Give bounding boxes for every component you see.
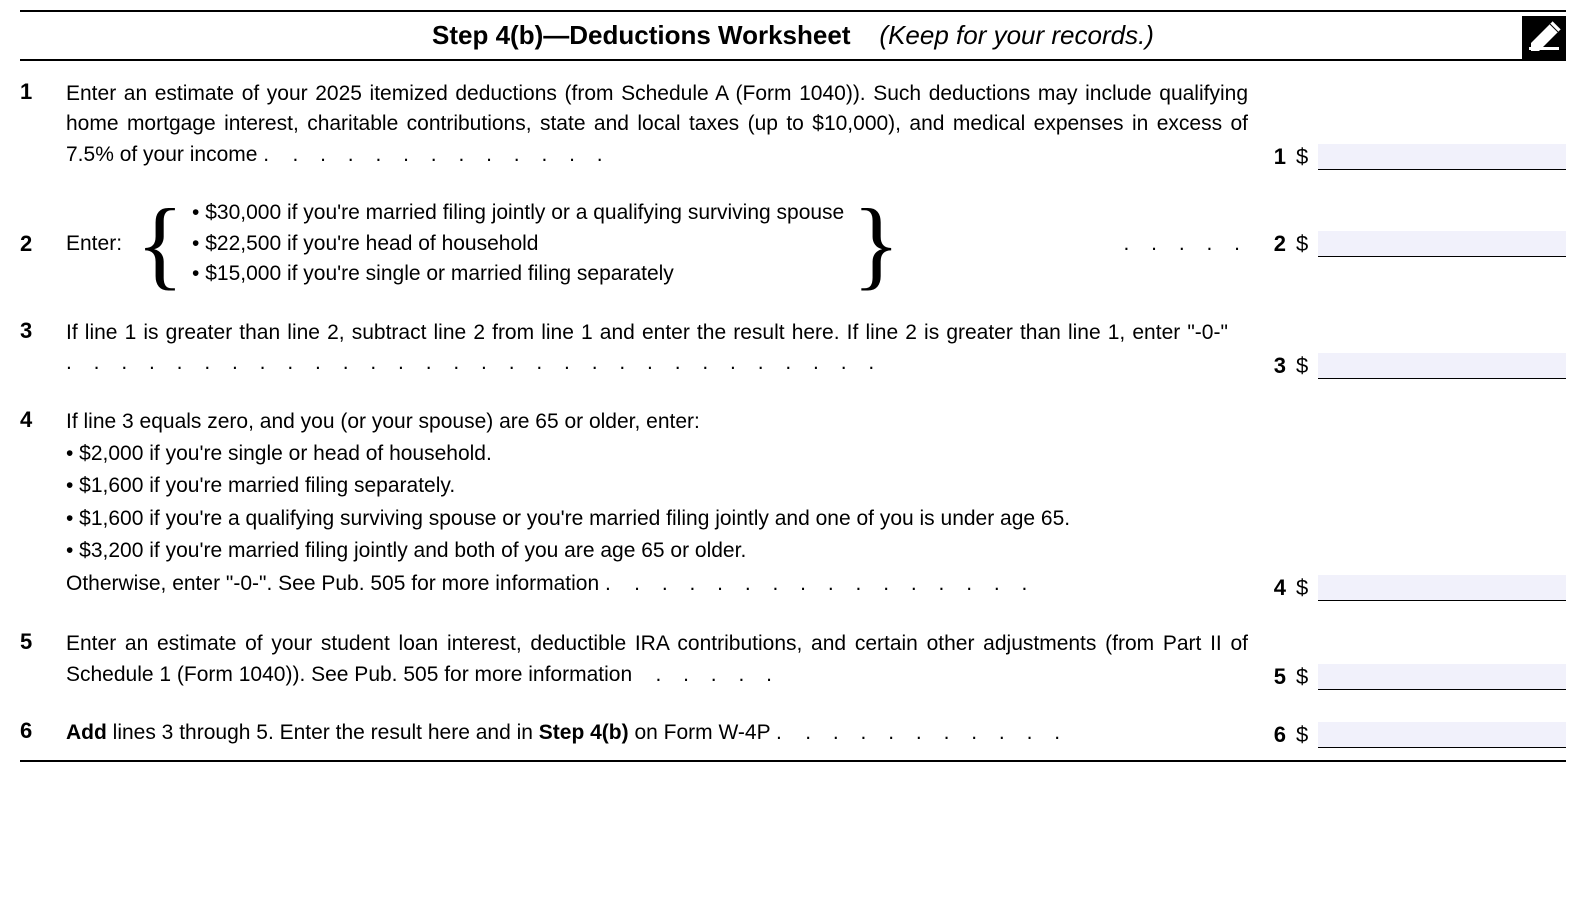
worksheet-header: Step 4(b)—Deductions Worksheet (Keep for… <box>20 10 1566 61</box>
line-6-step: Step 4(b) <box>539 721 629 744</box>
line-1-input[interactable] <box>1318 144 1566 170</box>
line-6-input[interactable] <box>1318 722 1566 748</box>
title-bold: Step 4(b)—Deductions Worksheet <box>432 20 850 50</box>
line-4-text: If line 3 equals zero, and you (or your … <box>66 407 1266 602</box>
line-4-intro: If line 3 equals zero, and you (or your … <box>66 407 1248 437</box>
line-4-input[interactable] <box>1318 575 1566 601</box>
line-4-dollar: $ <box>1296 575 1308 601</box>
line-2-dollar: $ <box>1296 231 1308 257</box>
line-1-number: 1 <box>20 79 66 105</box>
line-6-dots: . . . . . . . . . . <box>805 721 1068 744</box>
line-2-option-2: • $22,500 if you're head of household <box>192 229 844 259</box>
left-brace-icon: { <box>136 199 184 289</box>
line-3: 3 If line 1 is greater than line 2, subt… <box>20 318 1566 379</box>
line-1: 1 Enter an estimate of your 2025 itemize… <box>20 79 1566 170</box>
line-3-entry-num: 3 <box>1266 353 1286 379</box>
line-2-input[interactable] <box>1318 231 1566 257</box>
line-5: 5 Enter an estimate of your student loan… <box>20 629 1566 690</box>
line-6-dollar: $ <box>1296 722 1308 748</box>
line-5-dots: . . . . . <box>655 663 780 686</box>
line-3-entry: 3 $ <box>1266 353 1566 379</box>
line-2-entry-num: 2 <box>1266 231 1286 257</box>
line-5-dollar: $ <box>1296 664 1308 690</box>
line-4-otherwise: Otherwise, enter "-0-". See Pub. 505 for… <box>66 569 1248 599</box>
line-2-dots: . . . . . <box>1123 229 1248 259</box>
right-brace-icon: } <box>852 199 900 289</box>
line-2-number: 2 <box>20 231 66 257</box>
line-2-option-1: • $30,000 if you're married filing joint… <box>192 198 844 228</box>
line-4-entry: 4 $ <box>1266 575 1566 601</box>
line-5-input[interactable] <box>1318 664 1566 690</box>
line-4-bullet-4: • $3,200 if you're married filing jointl… <box>66 536 1248 566</box>
line-6-tail: on Form W-4P . <box>629 721 782 744</box>
line-4-last: Otherwise, enter "-0-". See Pub. 505 for… <box>66 572 611 595</box>
line-3-dots: . . . . . . . . . . . . . . . . . . . . … <box>66 351 882 374</box>
line-2-option-3: • $15,000 if you're single or married fi… <box>192 259 844 289</box>
line-1-dollar: $ <box>1296 144 1308 170</box>
line-3-input[interactable] <box>1318 353 1566 379</box>
line-6-entry-num: 6 <box>1266 722 1286 748</box>
line-4-entry-num: 4 <box>1266 575 1286 601</box>
line-6: 6 Add lines 3 through 5. Enter the resul… <box>20 718 1566 748</box>
line-3-dollar: $ <box>1296 353 1308 379</box>
line-4-dots: . . . . . . . . . . . . . . . <box>634 572 1035 595</box>
line-5-text: Enter an estimate of your student loan i… <box>66 629 1266 690</box>
line-2: 2 Enter: { • $30,000 if you're married f… <box>20 198 1566 289</box>
line-4-bullet-2: • $1,600 if you're married filing separa… <box>66 471 1248 501</box>
line-5-entry: 5 $ <box>1266 664 1566 690</box>
line-1-entry-num: 1 <box>1266 144 1286 170</box>
title-italic: (Keep for your records.) <box>879 20 1154 50</box>
line-3-text: If line 1 is greater than line 2, subtra… <box>66 318 1266 379</box>
line-4: 4 If line 3 equals zero, and you (or you… <box>20 407 1566 602</box>
line-3-number: 3 <box>20 318 66 344</box>
line-6-entry: 6 $ <box>1266 722 1566 748</box>
line-6-text: Add lines 3 through 5. Enter the result … <box>66 718 1266 748</box>
line-4-bullet-3: • $1,600 if you're a qualifying survivin… <box>66 504 1248 534</box>
worksheet-title: Step 4(b)—Deductions Worksheet (Keep for… <box>432 20 1154 51</box>
worksheet-body: 1 Enter an estimate of your 2025 itemize… <box>20 79 1566 762</box>
line-4-number: 4 <box>20 407 66 433</box>
line-1-text: Enter an estimate of your 2025 itemized … <box>66 79 1266 170</box>
line-2-text: Enter: { • $30,000 if you're married fil… <box>66 198 1266 289</box>
line-6-add: Add <box>66 721 107 744</box>
pencil-icon <box>1522 16 1566 60</box>
line-2-entry: 2 $ <box>1266 231 1566 257</box>
line-1-dots: . . . . . . . . . . . . <box>292 143 610 166</box>
line-1-instruction: Enter an estimate of your 2025 itemized … <box>66 82 1248 166</box>
line-5-number: 5 <box>20 629 66 655</box>
line-6-number: 6 <box>20 718 66 744</box>
line-6-mid: lines 3 through 5. Enter the result here… <box>107 721 539 744</box>
line-2-options: • $30,000 if you're married filing joint… <box>192 198 844 289</box>
line-4-bullet-1: • $2,000 if you're single or head of hou… <box>66 439 1248 469</box>
line-3-instruction: If line 1 is greater than line 2, subtra… <box>66 321 1228 344</box>
line-2-enter-label: Enter: <box>66 229 122 259</box>
line-1-entry: 1 $ <box>1266 144 1566 170</box>
line-5-entry-num: 5 <box>1266 664 1286 690</box>
